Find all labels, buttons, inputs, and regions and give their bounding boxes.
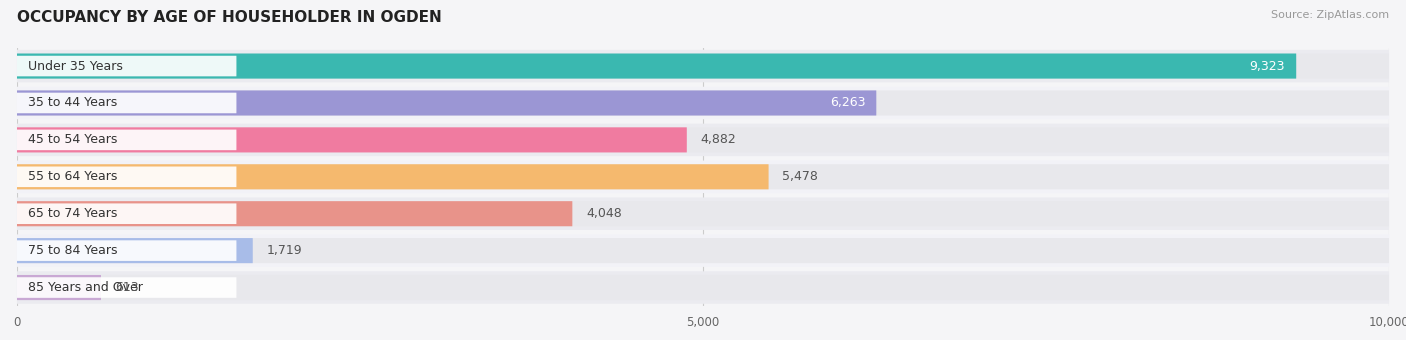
- Text: 75 to 84 Years: 75 to 84 Years: [28, 244, 117, 257]
- FancyBboxPatch shape: [17, 130, 236, 150]
- FancyBboxPatch shape: [17, 90, 1389, 116]
- FancyBboxPatch shape: [17, 128, 686, 152]
- FancyBboxPatch shape: [17, 128, 1389, 152]
- Text: 6,263: 6,263: [830, 97, 865, 109]
- FancyBboxPatch shape: [17, 203, 236, 224]
- Text: 1,719: 1,719: [267, 244, 302, 257]
- FancyBboxPatch shape: [17, 164, 769, 189]
- FancyBboxPatch shape: [17, 238, 1389, 263]
- Text: 55 to 64 Years: 55 to 64 Years: [28, 170, 117, 183]
- FancyBboxPatch shape: [17, 164, 1389, 189]
- Text: 4,882: 4,882: [700, 133, 737, 147]
- FancyBboxPatch shape: [17, 240, 236, 261]
- FancyBboxPatch shape: [17, 271, 1389, 304]
- Text: 85 Years and Over: 85 Years and Over: [28, 281, 143, 294]
- FancyBboxPatch shape: [17, 50, 1389, 82]
- FancyBboxPatch shape: [17, 90, 876, 116]
- FancyBboxPatch shape: [17, 87, 1389, 119]
- Text: 5,478: 5,478: [782, 170, 818, 183]
- FancyBboxPatch shape: [17, 160, 1389, 193]
- Text: 45 to 54 Years: 45 to 54 Years: [28, 133, 117, 147]
- FancyBboxPatch shape: [17, 275, 101, 300]
- Text: 613: 613: [115, 281, 138, 294]
- FancyBboxPatch shape: [17, 198, 1389, 230]
- FancyBboxPatch shape: [17, 124, 1389, 156]
- FancyBboxPatch shape: [17, 93, 236, 113]
- FancyBboxPatch shape: [17, 56, 236, 76]
- Text: 9,323: 9,323: [1250, 59, 1285, 72]
- FancyBboxPatch shape: [17, 234, 1389, 267]
- FancyBboxPatch shape: [17, 167, 236, 187]
- Text: 4,048: 4,048: [586, 207, 621, 220]
- Text: Source: ZipAtlas.com: Source: ZipAtlas.com: [1271, 10, 1389, 20]
- FancyBboxPatch shape: [17, 277, 236, 298]
- FancyBboxPatch shape: [17, 53, 1296, 79]
- FancyBboxPatch shape: [17, 238, 253, 263]
- FancyBboxPatch shape: [17, 201, 572, 226]
- Text: Under 35 Years: Under 35 Years: [28, 59, 122, 72]
- FancyBboxPatch shape: [17, 201, 1389, 226]
- Text: 35 to 44 Years: 35 to 44 Years: [28, 97, 117, 109]
- FancyBboxPatch shape: [17, 275, 1389, 300]
- Text: 65 to 74 Years: 65 to 74 Years: [28, 207, 117, 220]
- FancyBboxPatch shape: [17, 53, 1389, 79]
- Text: OCCUPANCY BY AGE OF HOUSEHOLDER IN OGDEN: OCCUPANCY BY AGE OF HOUSEHOLDER IN OGDEN: [17, 10, 441, 25]
